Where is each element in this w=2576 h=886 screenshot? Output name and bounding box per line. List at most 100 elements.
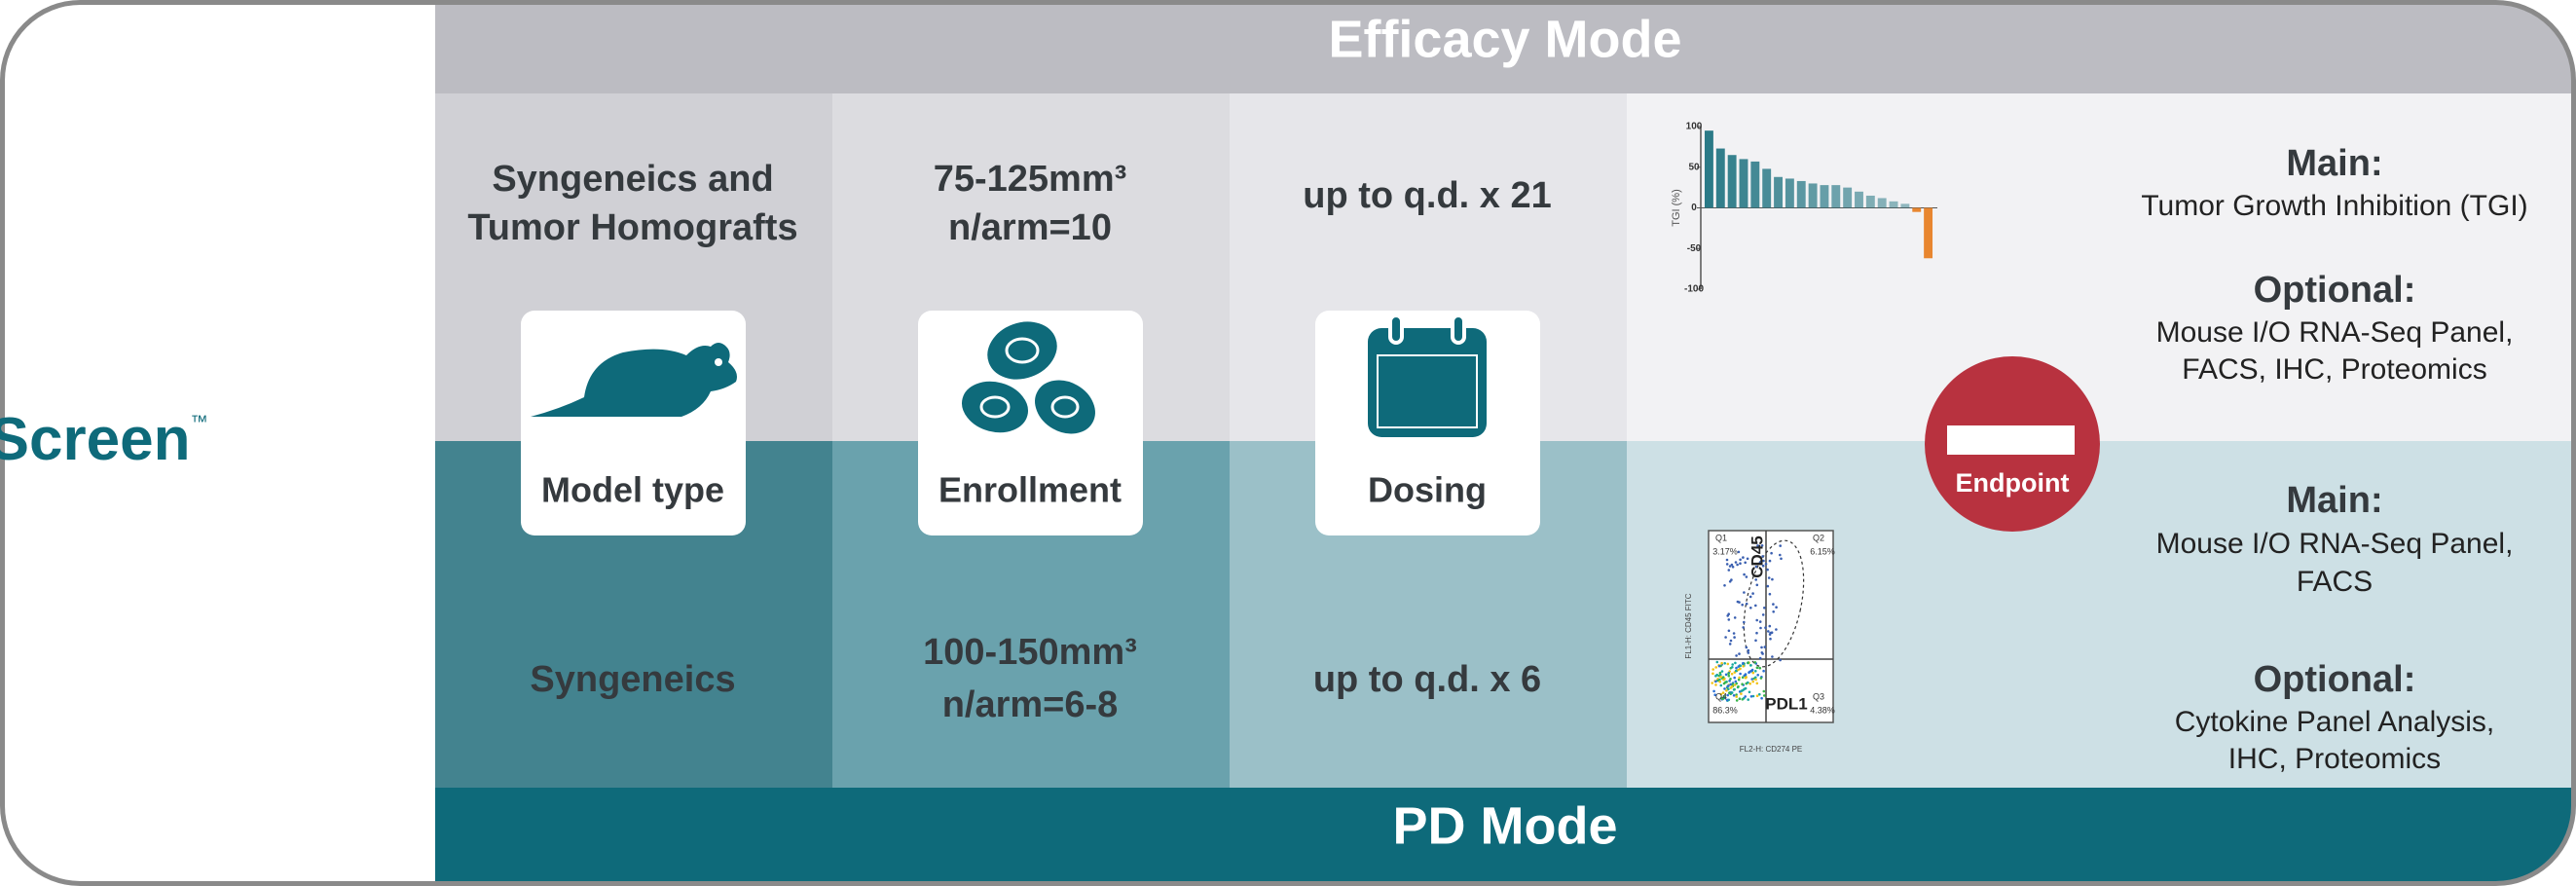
quadrant-name: Q3 [1813, 691, 1824, 701]
event-dot [1733, 636, 1736, 639]
event-dot [1735, 666, 1738, 670]
endpoint-heading: Optional: [2254, 659, 2416, 700]
cells-icon [959, 318, 1098, 437]
event-dot [1745, 575, 1748, 578]
quadrant-name: Q4 [1715, 691, 1727, 701]
event-dot [1721, 691, 1725, 694]
event-dot [1725, 698, 1729, 702]
event-dot [1711, 668, 1714, 671]
event-dot [1715, 660, 1719, 664]
event-dot [1742, 661, 1745, 665]
event-dot [1768, 592, 1772, 596]
event-dot [1730, 691, 1734, 694]
event-dot [1754, 578, 1757, 581]
event-dot [1718, 680, 1721, 683]
event-dot [1738, 652, 1741, 655]
event-dot [1756, 544, 1759, 547]
event-dot [1723, 584, 1726, 587]
bar [1762, 168, 1772, 208]
event-dot [1767, 630, 1770, 633]
event-dot [1772, 610, 1775, 613]
event-dot [1730, 672, 1734, 676]
endpoint-heading: Main: [2286, 480, 2382, 521]
event-dot [1771, 655, 1774, 658]
event-dot [1755, 618, 1758, 622]
quadrant-value: 4.38% [1810, 705, 1835, 715]
pd-value: Syngeneics [530, 659, 735, 700]
axis-label: FL2-H: CD274 PE [1740, 745, 1802, 754]
quadrant-value: 86.3% [1712, 705, 1738, 715]
bar [1865, 195, 1875, 208]
event-dot [1743, 572, 1746, 576]
step-label: Dosing [1368, 470, 1487, 510]
event-dot [1730, 685, 1734, 688]
event-dot [1745, 646, 1748, 649]
event-dot [1728, 643, 1732, 646]
event-dot [1745, 602, 1748, 606]
event-dot [1734, 561, 1738, 564]
pd-footer [435, 788, 2574, 884]
event-dot [1731, 666, 1734, 669]
event-dot [1762, 669, 1765, 673]
event-dot [1770, 631, 1774, 634]
event-dot [1751, 592, 1754, 595]
event-dot [1754, 678, 1757, 682]
event-dot [1758, 656, 1762, 660]
event-dot [1747, 648, 1750, 652]
calendar-icon [1368, 314, 1487, 437]
efficacy-value: Tumor Homografts [467, 207, 797, 248]
endpoint-bar [1947, 425, 2075, 455]
event-dot [1742, 665, 1745, 668]
event-dot [1744, 673, 1748, 676]
efficacy-value: n/arm=10 [948, 207, 1112, 248]
event-dot [1779, 553, 1782, 557]
endpoint-label: Endpoint [1956, 468, 2070, 498]
event-dot [1744, 695, 1747, 698]
event-dot [1743, 591, 1746, 594]
footer-title: PD Mode [1392, 796, 1617, 855]
step-label: Model type [541, 470, 724, 510]
header-title: Efficacy Mode [1328, 10, 1681, 68]
event-dot [1762, 689, 1766, 693]
event-dot [1779, 544, 1782, 547]
event-dot [1748, 670, 1751, 674]
event-dot [1764, 562, 1768, 566]
event-dot [1747, 661, 1749, 664]
step-label: Enrollment [938, 470, 1122, 510]
event-dot [1741, 603, 1744, 607]
event-dot [1759, 626, 1762, 630]
event-dot [1742, 556, 1745, 559]
event-dot [1761, 555, 1764, 558]
event-dot [1743, 687, 1746, 690]
event-dot [1724, 636, 1727, 639]
event-dot [1775, 606, 1778, 609]
event-dot [1767, 576, 1771, 579]
event-dot [1735, 699, 1739, 702]
event-dot [1761, 564, 1765, 568]
pd-value: n/arm=6-8 [942, 684, 1119, 725]
endpoint-item: Tumor Growth Inhibition (TGI) [2141, 190, 2527, 222]
event-dot [1731, 663, 1734, 666]
bar [1739, 159, 1748, 208]
event-dot [1728, 680, 1731, 683]
event-dot [1770, 551, 1773, 555]
bar [1785, 178, 1794, 208]
event-dot [1754, 565, 1758, 569]
event-dot [1772, 603, 1775, 606]
efficacy-header [435, 2, 2574, 93]
event-dot [1735, 693, 1738, 696]
bar [1855, 191, 1863, 208]
event-dot [1743, 620, 1746, 624]
event-dot [1771, 577, 1774, 581]
event-dot [1736, 600, 1740, 604]
event-dot [1716, 679, 1720, 683]
bar [1877, 198, 1887, 208]
event-dot [1719, 673, 1722, 677]
efficacy-value: Syngeneics and [492, 159, 773, 200]
event-dot [1719, 692, 1723, 696]
event-dot [1711, 682, 1713, 684]
event-dot [1736, 563, 1739, 567]
event-dot [1747, 681, 1749, 684]
event-dot [1740, 692, 1743, 695]
